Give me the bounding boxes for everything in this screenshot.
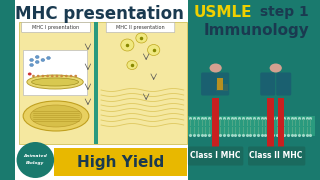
Text: Immunology: Immunology xyxy=(204,22,310,37)
Text: Class I MHC: Class I MHC xyxy=(190,152,241,161)
Bar xyxy=(217,78,223,90)
Ellipse shape xyxy=(46,75,49,77)
Ellipse shape xyxy=(56,75,58,77)
Ellipse shape xyxy=(51,75,54,77)
Ellipse shape xyxy=(127,60,137,69)
Ellipse shape xyxy=(35,60,39,64)
FancyBboxPatch shape xyxy=(276,73,291,96)
Text: MHC II presentation: MHC II presentation xyxy=(116,25,165,30)
Ellipse shape xyxy=(60,75,63,77)
Ellipse shape xyxy=(136,33,147,43)
Bar xyxy=(93,22,98,144)
FancyBboxPatch shape xyxy=(201,73,216,96)
Ellipse shape xyxy=(47,57,50,60)
Text: Biology: Biology xyxy=(26,161,44,165)
Ellipse shape xyxy=(35,55,39,58)
Ellipse shape xyxy=(37,75,40,77)
Ellipse shape xyxy=(121,39,134,51)
Bar xyxy=(188,116,315,136)
Text: Class II MHC: Class II MHC xyxy=(249,152,302,161)
Ellipse shape xyxy=(30,64,34,66)
FancyBboxPatch shape xyxy=(22,22,90,33)
Ellipse shape xyxy=(32,75,35,77)
Ellipse shape xyxy=(42,75,44,77)
Ellipse shape xyxy=(30,58,34,62)
Ellipse shape xyxy=(148,44,160,55)
Text: step 1: step 1 xyxy=(255,5,309,19)
Ellipse shape xyxy=(41,58,45,62)
Ellipse shape xyxy=(74,75,77,77)
FancyBboxPatch shape xyxy=(106,22,175,33)
Bar xyxy=(20,22,187,144)
Ellipse shape xyxy=(210,64,222,73)
Bar xyxy=(212,98,220,148)
Bar xyxy=(15,0,188,180)
Bar xyxy=(188,45,315,175)
Ellipse shape xyxy=(30,105,82,127)
Ellipse shape xyxy=(32,78,78,86)
Text: High Yield: High Yield xyxy=(77,154,164,170)
Bar xyxy=(267,98,274,148)
Ellipse shape xyxy=(17,142,54,178)
FancyBboxPatch shape xyxy=(248,147,305,165)
Text: Animated: Animated xyxy=(23,154,47,158)
Text: MHC I presentation: MHC I presentation xyxy=(32,25,80,30)
Bar xyxy=(23,50,87,95)
FancyBboxPatch shape xyxy=(188,147,243,165)
Ellipse shape xyxy=(28,73,32,75)
Bar xyxy=(278,98,284,148)
FancyBboxPatch shape xyxy=(260,73,275,96)
Bar xyxy=(54,148,188,176)
FancyBboxPatch shape xyxy=(215,73,229,96)
Ellipse shape xyxy=(23,101,89,131)
Ellipse shape xyxy=(27,75,83,89)
Ellipse shape xyxy=(70,75,72,77)
Bar xyxy=(203,84,228,91)
Text: USMLE: USMLE xyxy=(194,4,252,19)
Ellipse shape xyxy=(65,75,68,77)
Text: MHC presentation: MHC presentation xyxy=(15,5,184,23)
Ellipse shape xyxy=(270,64,282,73)
